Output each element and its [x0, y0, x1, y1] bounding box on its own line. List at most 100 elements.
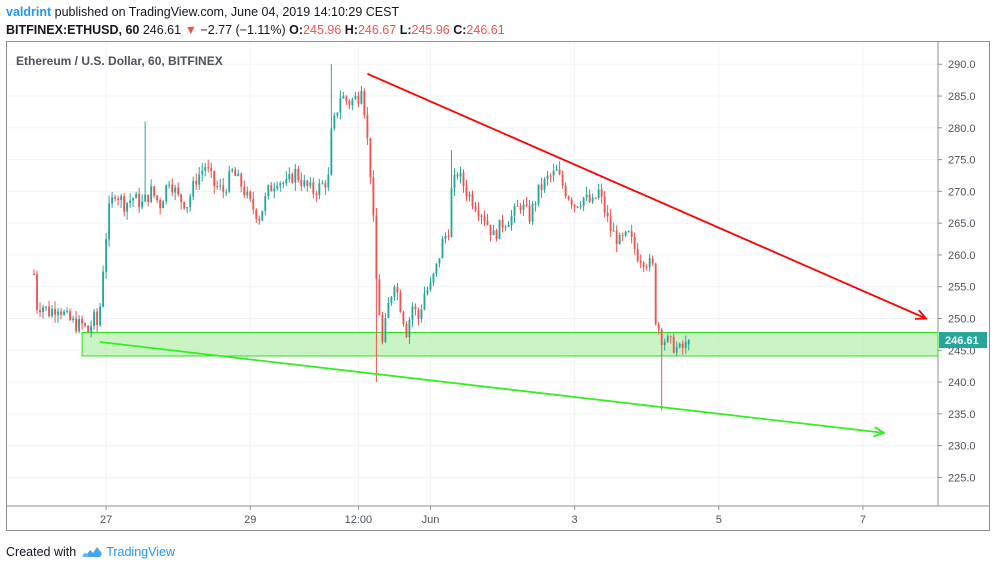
candle-body [183, 201, 186, 209]
candle-body [426, 289, 429, 294]
y-tick-label: 240.0 [948, 377, 976, 389]
candle-body [624, 231, 627, 236]
candle-body [288, 173, 291, 180]
candle-body [33, 274, 35, 275]
resistance-trendline-arrow [914, 309, 928, 320]
candle-body [198, 174, 201, 185]
candle-body [408, 319, 411, 338]
y-tick-label: 280.0 [948, 123, 976, 135]
candle-body [66, 311, 68, 313]
candle-body [618, 234, 621, 245]
candle-body [117, 198, 120, 200]
author-name[interactable]: valdrint [6, 5, 52, 19]
candle-body [111, 197, 114, 204]
support-trendline [99, 341, 885, 434]
candle-body [552, 170, 555, 176]
candle-body [444, 235, 447, 239]
candle-body [258, 218, 261, 221]
y-tick-label: 275.0 [948, 155, 976, 167]
candle-body [345, 96, 348, 101]
candle-body [291, 173, 294, 183]
candle-body [102, 271, 105, 307]
candle-body [534, 203, 537, 205]
candle-body [678, 343, 681, 347]
candle-body [120, 196, 123, 200]
candle-body [87, 325, 90, 332]
candle-body [525, 204, 528, 206]
y-tick-label: 260.0 [948, 250, 976, 262]
candle-body [255, 209, 258, 219]
resistance-trendline [367, 72, 927, 320]
candle-body [555, 169, 558, 171]
candle-body [630, 231, 633, 237]
candle-body [51, 309, 53, 317]
candle-body [513, 205, 516, 216]
candle-body [45, 306, 47, 308]
candle-body [246, 191, 249, 196]
candle-body [672, 336, 675, 353]
candle-body [225, 191, 228, 193]
candle-body [48, 306, 50, 317]
y-tick-label: 235.0 [948, 409, 976, 421]
candle-body [192, 180, 195, 197]
candle-body [156, 195, 159, 201]
y-tick-label: 265.0 [948, 218, 976, 230]
x-tick-label: 27 [100, 514, 112, 526]
candle-body [621, 234, 624, 236]
y-tick-label: 285.0 [948, 91, 976, 103]
candle-body [159, 200, 162, 209]
candle-body [480, 215, 483, 217]
candle-body [216, 185, 219, 187]
candle-body [390, 296, 393, 304]
tradingview-brand[interactable]: TradingView [106, 545, 175, 559]
x-tick-label: 12:00 [345, 514, 373, 526]
candle-body [267, 185, 270, 197]
candle-body [645, 266, 648, 268]
candle-body [273, 188, 276, 192]
candle-body [243, 186, 246, 196]
candle-body [543, 178, 546, 190]
candle-body [438, 258, 441, 264]
symbol-name: BITFINEX:ETHUSD, 60 [6, 23, 140, 37]
candle-body [303, 180, 306, 186]
y-tick-label: 255.0 [948, 282, 976, 294]
candle-body [663, 341, 666, 346]
candle-body [375, 215, 378, 280]
candle-body [153, 186, 156, 196]
footer: Created with TradingView [6, 544, 175, 560]
candle-body [150, 186, 153, 202]
candle-body [549, 175, 552, 177]
candle-body [237, 173, 240, 177]
candle-body [417, 309, 420, 320]
y-tick-label: 270.0 [948, 186, 976, 198]
candle-body [567, 196, 570, 200]
x-tick-label: Jun [422, 514, 440, 526]
x-tick-label: 7 [860, 514, 866, 526]
candle-body [684, 342, 687, 349]
candle-body [465, 186, 468, 197]
candle-body [174, 187, 177, 193]
candle-body [357, 95, 360, 104]
open-value: 245.96 [303, 23, 342, 37]
candle-body [201, 170, 204, 175]
publish-info: valdrint published on TradingView.com, J… [6, 5, 399, 19]
candle-body [636, 249, 639, 262]
candle-body [168, 184, 171, 186]
candle-body [495, 230, 498, 239]
y-tick-label: 245.0 [948, 345, 976, 357]
y-tick-label: 230.0 [948, 441, 976, 453]
candle-body [681, 343, 684, 349]
candle-body [432, 273, 435, 283]
chart-frame[interactable] [6, 41, 990, 531]
candle-body [297, 168, 300, 180]
candle-body [654, 263, 657, 325]
low-label: L: [399, 23, 412, 37]
candle-body [498, 219, 501, 239]
published-text: published on TradingView.com, June 04, 2… [54, 5, 400, 19]
candle-body [114, 197, 117, 199]
candle-body [441, 238, 444, 259]
candle-body [456, 174, 459, 177]
chart-title: Ethereum / U.S. Dollar, 60, BITFINEX [16, 54, 223, 68]
candle-body [348, 100, 351, 106]
